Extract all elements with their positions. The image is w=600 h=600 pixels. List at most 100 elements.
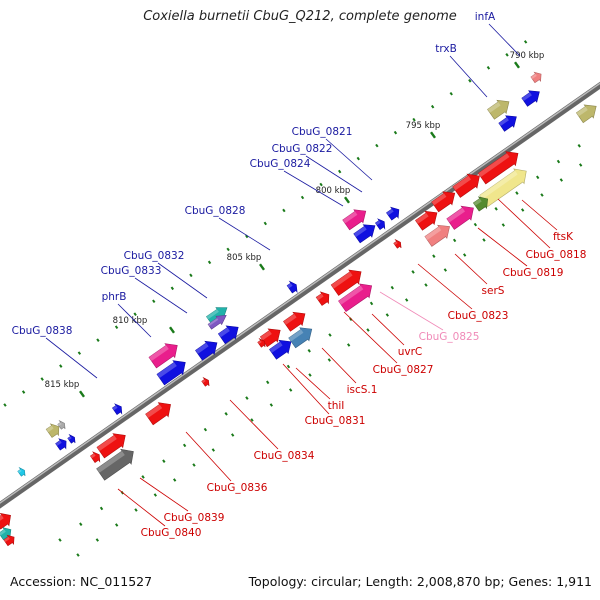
gene-feature bbox=[17, 466, 26, 477]
leader-line bbox=[117, 303, 152, 338]
major-tick bbox=[430, 131, 436, 139]
gene-feature bbox=[148, 343, 178, 369]
minor-tick bbox=[300, 195, 305, 200]
minor-tick bbox=[224, 412, 228, 416]
gene-feature-shade bbox=[353, 226, 367, 237]
gene-feature bbox=[330, 269, 362, 296]
accession-label: Accession: NC_011527 bbox=[10, 574, 153, 589]
genome-backbone-highlight bbox=[0, 82, 600, 504]
minor-tick bbox=[412, 117, 416, 122]
minor-tick bbox=[307, 348, 311, 353]
minor-tick bbox=[486, 66, 491, 70]
minor-tick bbox=[207, 260, 212, 265]
gene-feature bbox=[386, 206, 400, 221]
gene-feature bbox=[353, 224, 376, 244]
minor-tick bbox=[536, 175, 540, 180]
gene-feature bbox=[283, 311, 306, 332]
tick-label: 815 kbp bbox=[45, 380, 80, 390]
gene-label-above: phrB bbox=[102, 291, 127, 303]
map-title: Coxiella burnetii CbuG_Q212, complete ge… bbox=[143, 9, 457, 24]
gene-label-below: CbuG_0836 bbox=[207, 482, 268, 494]
gene-feature-shade bbox=[55, 440, 62, 446]
gene-feature bbox=[415, 210, 438, 231]
gene-label-below: CbuG_0840 bbox=[141, 527, 202, 539]
gene-label-above: trxB bbox=[435, 43, 457, 55]
minor-tick bbox=[266, 380, 270, 385]
minor-tick bbox=[152, 299, 156, 304]
gene-feature-shade bbox=[424, 226, 442, 240]
leader-line bbox=[379, 291, 444, 331]
minor-tick bbox=[114, 325, 119, 329]
minor-tick bbox=[356, 156, 360, 161]
gene-feature bbox=[195, 340, 218, 361]
gene-feature-shade bbox=[97, 435, 117, 451]
gene-feature bbox=[338, 283, 373, 313]
leader-layer bbox=[45, 23, 558, 527]
minor-tick bbox=[577, 143, 581, 148]
gene-feature bbox=[3, 534, 15, 547]
minor-tick bbox=[170, 286, 175, 291]
minor-tick bbox=[319, 182, 323, 187]
gene-label-above: CbuG_0822 bbox=[272, 143, 333, 155]
gene-feature bbox=[96, 448, 134, 481]
minor-tick bbox=[269, 403, 274, 407]
gene-feature-shade bbox=[149, 345, 169, 361]
gene-feature bbox=[257, 337, 266, 348]
minor-tick bbox=[424, 283, 428, 287]
leader-line bbox=[185, 431, 232, 482]
gene-feature-shade bbox=[218, 327, 230, 338]
minor-tick bbox=[338, 169, 342, 174]
gene-label-above: CbuG_0838 bbox=[12, 325, 73, 337]
minor-tick bbox=[404, 298, 409, 302]
gene-feature bbox=[57, 419, 66, 430]
minor-tick bbox=[230, 433, 235, 437]
gene-feature-shade bbox=[452, 175, 471, 191]
minor-tick bbox=[114, 523, 119, 527]
gene-feature bbox=[156, 360, 186, 386]
minor-tick bbox=[172, 478, 177, 482]
gene-feature-shade bbox=[316, 293, 324, 301]
gene-feature-shade bbox=[195, 342, 209, 354]
leader-line bbox=[218, 217, 271, 251]
leader-line bbox=[454, 253, 488, 285]
minor-tick bbox=[288, 388, 293, 392]
minor-tick bbox=[578, 163, 583, 167]
gene-feature bbox=[498, 115, 517, 132]
minor-tick bbox=[58, 538, 62, 542]
minor-tick bbox=[366, 328, 370, 332]
gene-feature-shade bbox=[288, 329, 304, 342]
minor-tick bbox=[369, 301, 374, 306]
minor-tick bbox=[79, 522, 83, 527]
gene-label-below: serS bbox=[482, 285, 505, 297]
gene-feature-shade bbox=[530, 73, 537, 79]
minor-tick bbox=[375, 143, 379, 148]
minor-tick bbox=[286, 364, 291, 369]
gene-label-below: thiI bbox=[328, 400, 345, 412]
minor-tick bbox=[473, 222, 478, 227]
leader-line bbox=[139, 477, 189, 512]
gene-label-above: CbuG_0828 bbox=[185, 205, 246, 217]
gene-feature bbox=[521, 90, 540, 107]
gene-label-below: CbuG_0819 bbox=[503, 267, 564, 279]
gene-feature-shade bbox=[46, 425, 54, 433]
gene-feature bbox=[393, 238, 402, 249]
leader-line bbox=[134, 277, 188, 314]
gene-feature-shade bbox=[473, 198, 482, 206]
gene-feature-shade bbox=[67, 436, 72, 440]
minor-tick bbox=[327, 358, 332, 362]
minor-tick bbox=[385, 313, 390, 317]
leader-line bbox=[45, 337, 98, 379]
leader-line bbox=[295, 367, 331, 400]
minor-tick bbox=[515, 191, 519, 195]
minor-tick bbox=[133, 312, 137, 317]
feature-layer bbox=[0, 71, 597, 547]
minor-tick bbox=[211, 448, 216, 452]
gene-label-below: CbuG_0839 bbox=[164, 512, 225, 524]
gene-label-below: CbuG_0834 bbox=[254, 450, 315, 462]
leader-line bbox=[497, 198, 551, 249]
gene-feature bbox=[67, 433, 76, 444]
major-tick bbox=[169, 326, 175, 334]
gene-feature-shade bbox=[375, 220, 381, 226]
minor-tick bbox=[21, 390, 26, 394]
leader-line bbox=[117, 488, 166, 527]
